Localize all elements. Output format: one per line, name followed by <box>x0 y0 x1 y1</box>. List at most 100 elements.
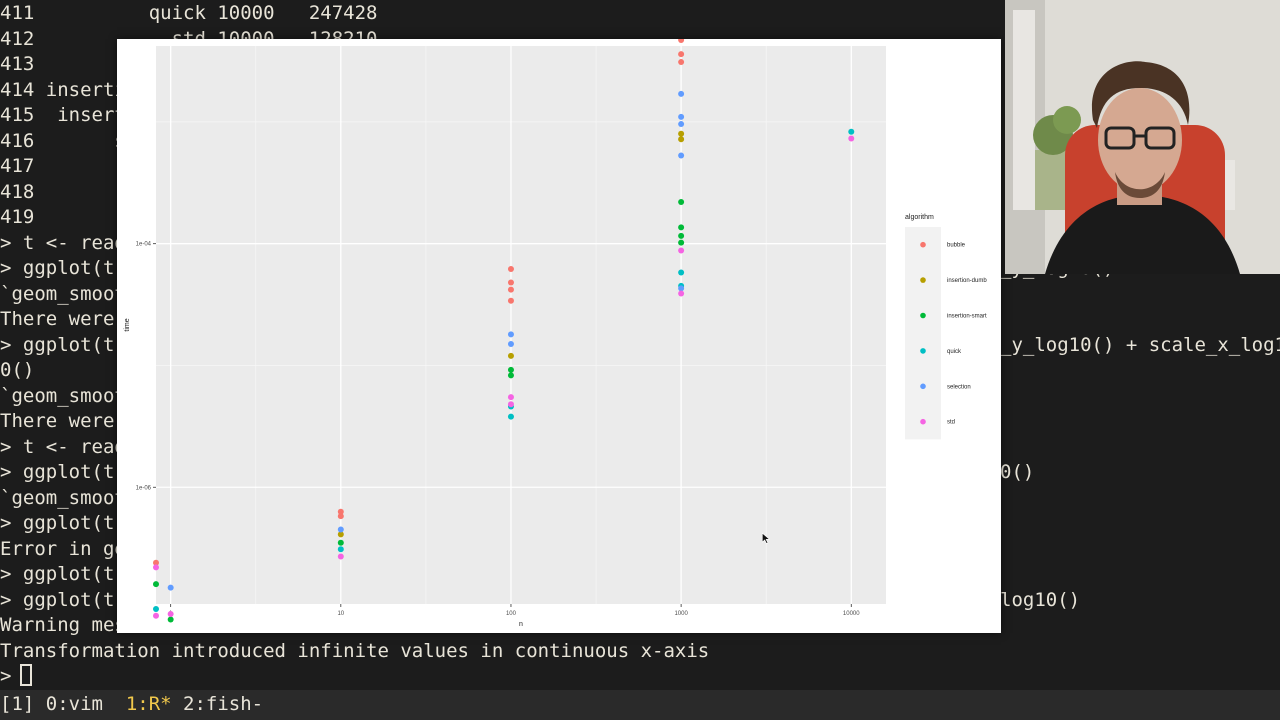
data-point-insertion-smart <box>337 539 344 546</box>
data-point-insertion-smart <box>153 581 159 588</box>
data-point-bubble <box>678 39 685 44</box>
terminal-line: > ggplot(t, <box>0 461 126 483</box>
legend-label-quick: quick <box>947 349 962 355</box>
data-point-insertion-smart <box>678 224 685 231</box>
data-point-insertion-smart <box>678 239 685 246</box>
terminal-line: `geom_smoot <box>0 486 126 509</box>
terminal-line: > ggplot(t, <box>0 563 126 585</box>
terminal-line: 411 quick 10000 247428 <box>0 2 378 24</box>
legend-key-insertion-dumb <box>920 277 926 283</box>
data-point-insertion-dumb <box>507 352 514 359</box>
data-point-std <box>678 247 685 254</box>
data-point-insertion-smart <box>167 616 174 623</box>
legend-key-quick <box>920 348 926 354</box>
data-point-quick <box>337 546 344 553</box>
plot-panel <box>156 46 886 604</box>
legend-key-insertion-smart <box>920 312 926 319</box>
terminal-line: `geom_smoot <box>0 384 126 407</box>
tmux-window-vim[interactable]: [1] 0:vim <box>0 693 126 715</box>
terminal-line: > ggplot(t, <box>0 588 126 611</box>
terminal-line: > t <- read <box>0 435 126 458</box>
legend-label-bubble: bubble <box>947 243 966 249</box>
legend-label-selection: selection <box>947 384 971 390</box>
data-point-insertion-smart <box>678 232 685 239</box>
terminal-line: 417 <box>0 155 35 177</box>
data-point-selection <box>507 341 514 348</box>
terminal-line: > ggplot(t, <box>0 333 126 356</box>
tmux-status-bar: [1] 0:vim 1:R* 2:fish- <box>0 690 1280 720</box>
data-point-quick <box>678 269 685 276</box>
terminal-line-right: 0() <box>1000 461 1035 483</box>
y-tick-label: 1e-04 <box>136 242 152 248</box>
terminal-line: > <box>0 665 12 687</box>
data-point-bubble <box>153 559 159 566</box>
mouse-pointer-icon <box>762 532 771 544</box>
tmux-window-r-active[interactable]: 1:R* <box>125 693 172 715</box>
terminal-line: There were <box>0 410 115 432</box>
tmux-window-fish[interactable]: 2:fish- <box>171 693 264 715</box>
plot-window[interactable]: 1101001000100001e-061e-041e-02ntimealgor… <box>117 39 1001 633</box>
data-point-insertion-dumb <box>678 130 685 137</box>
data-point-bubble <box>678 59 685 66</box>
x-axis-title: n <box>519 621 523 628</box>
data-point-std <box>153 564 159 571</box>
data-point-selection <box>678 113 685 120</box>
legend-label-std: std <box>947 420 955 426</box>
x-tick-label: 100 <box>506 611 517 617</box>
terminal-line: 413 <box>0 53 35 75</box>
data-point-selection <box>678 121 685 128</box>
legend-label-insertion-dumb: insertion-dumb <box>947 278 987 284</box>
terminal-line: Warning mes <box>0 614 126 636</box>
legend-label-insertion-smart: insertion-smart <box>947 314 987 320</box>
data-point-selection <box>507 331 514 338</box>
terminal-line-right: _y_log10() + scale_x_log1 <box>1000 333 1280 356</box>
data-point-bubble <box>678 51 685 58</box>
y-tick-label: 1e-06 <box>136 485 152 491</box>
x-tick-label: 10 <box>337 611 344 617</box>
data-point-std <box>848 135 855 142</box>
terminal-line: > ggplot(t, <box>0 257 126 279</box>
data-point-std <box>678 290 685 297</box>
data-point-selection <box>337 526 344 533</box>
data-point-insertion-dumb <box>337 531 344 538</box>
data-point-bubble <box>337 513 344 520</box>
data-point-std <box>337 553 344 560</box>
data-point-quick <box>507 413 514 420</box>
data-point-bubble <box>507 297 514 304</box>
legend-key-background <box>905 227 941 440</box>
data-point-insertion-dumb <box>678 136 685 143</box>
terminal-line: 416 s <box>0 129 126 152</box>
terminal-line: There were <box>0 308 115 330</box>
y-axis-title: time <box>124 318 131 331</box>
data-point-insertion-smart <box>507 366 514 373</box>
data-point-bubble <box>507 265 514 272</box>
terminal-line: 414 inserti <box>0 78 126 101</box>
webcam-overlay <box>1005 0 1280 274</box>
data-point-selection <box>678 90 685 97</box>
data-point-selection <box>678 152 685 159</box>
terminal-line: > t <- read <box>0 231 126 254</box>
data-point-quick <box>848 128 855 135</box>
terminal-line: 418 <box>0 180 35 203</box>
data-point-quick <box>153 606 159 613</box>
terminal-line-right: log10() <box>1000 588 1081 611</box>
terminal-line: > ggplot(t, <box>0 512 126 534</box>
legend-key-std <box>920 418 926 425</box>
terminal-line: 419 <box>0 206 35 228</box>
terminal-cursor <box>20 664 32 686</box>
scatter-chart: 1101001000100001e-061e-041e-02ntimealgor… <box>124 39 987 628</box>
data-point-selection <box>167 584 174 591</box>
data-point-bubble <box>337 508 344 515</box>
presenter-image <box>1005 0 1280 274</box>
data-point-std <box>507 394 514 401</box>
data-point-insertion-smart <box>678 198 685 205</box>
legend-key-selection <box>920 383 926 390</box>
terminal-line: Error in ge <box>0 537 126 560</box>
terminal-line: `geom_smoot <box>0 282 126 305</box>
data-point-selection <box>678 285 685 292</box>
terminal-line: 415 insert <box>0 104 126 126</box>
x-tick-label: 1000 <box>674 611 688 617</box>
data-point-std <box>507 401 514 408</box>
legend-key-bubble <box>920 241 926 248</box>
data-point-std <box>153 612 159 619</box>
